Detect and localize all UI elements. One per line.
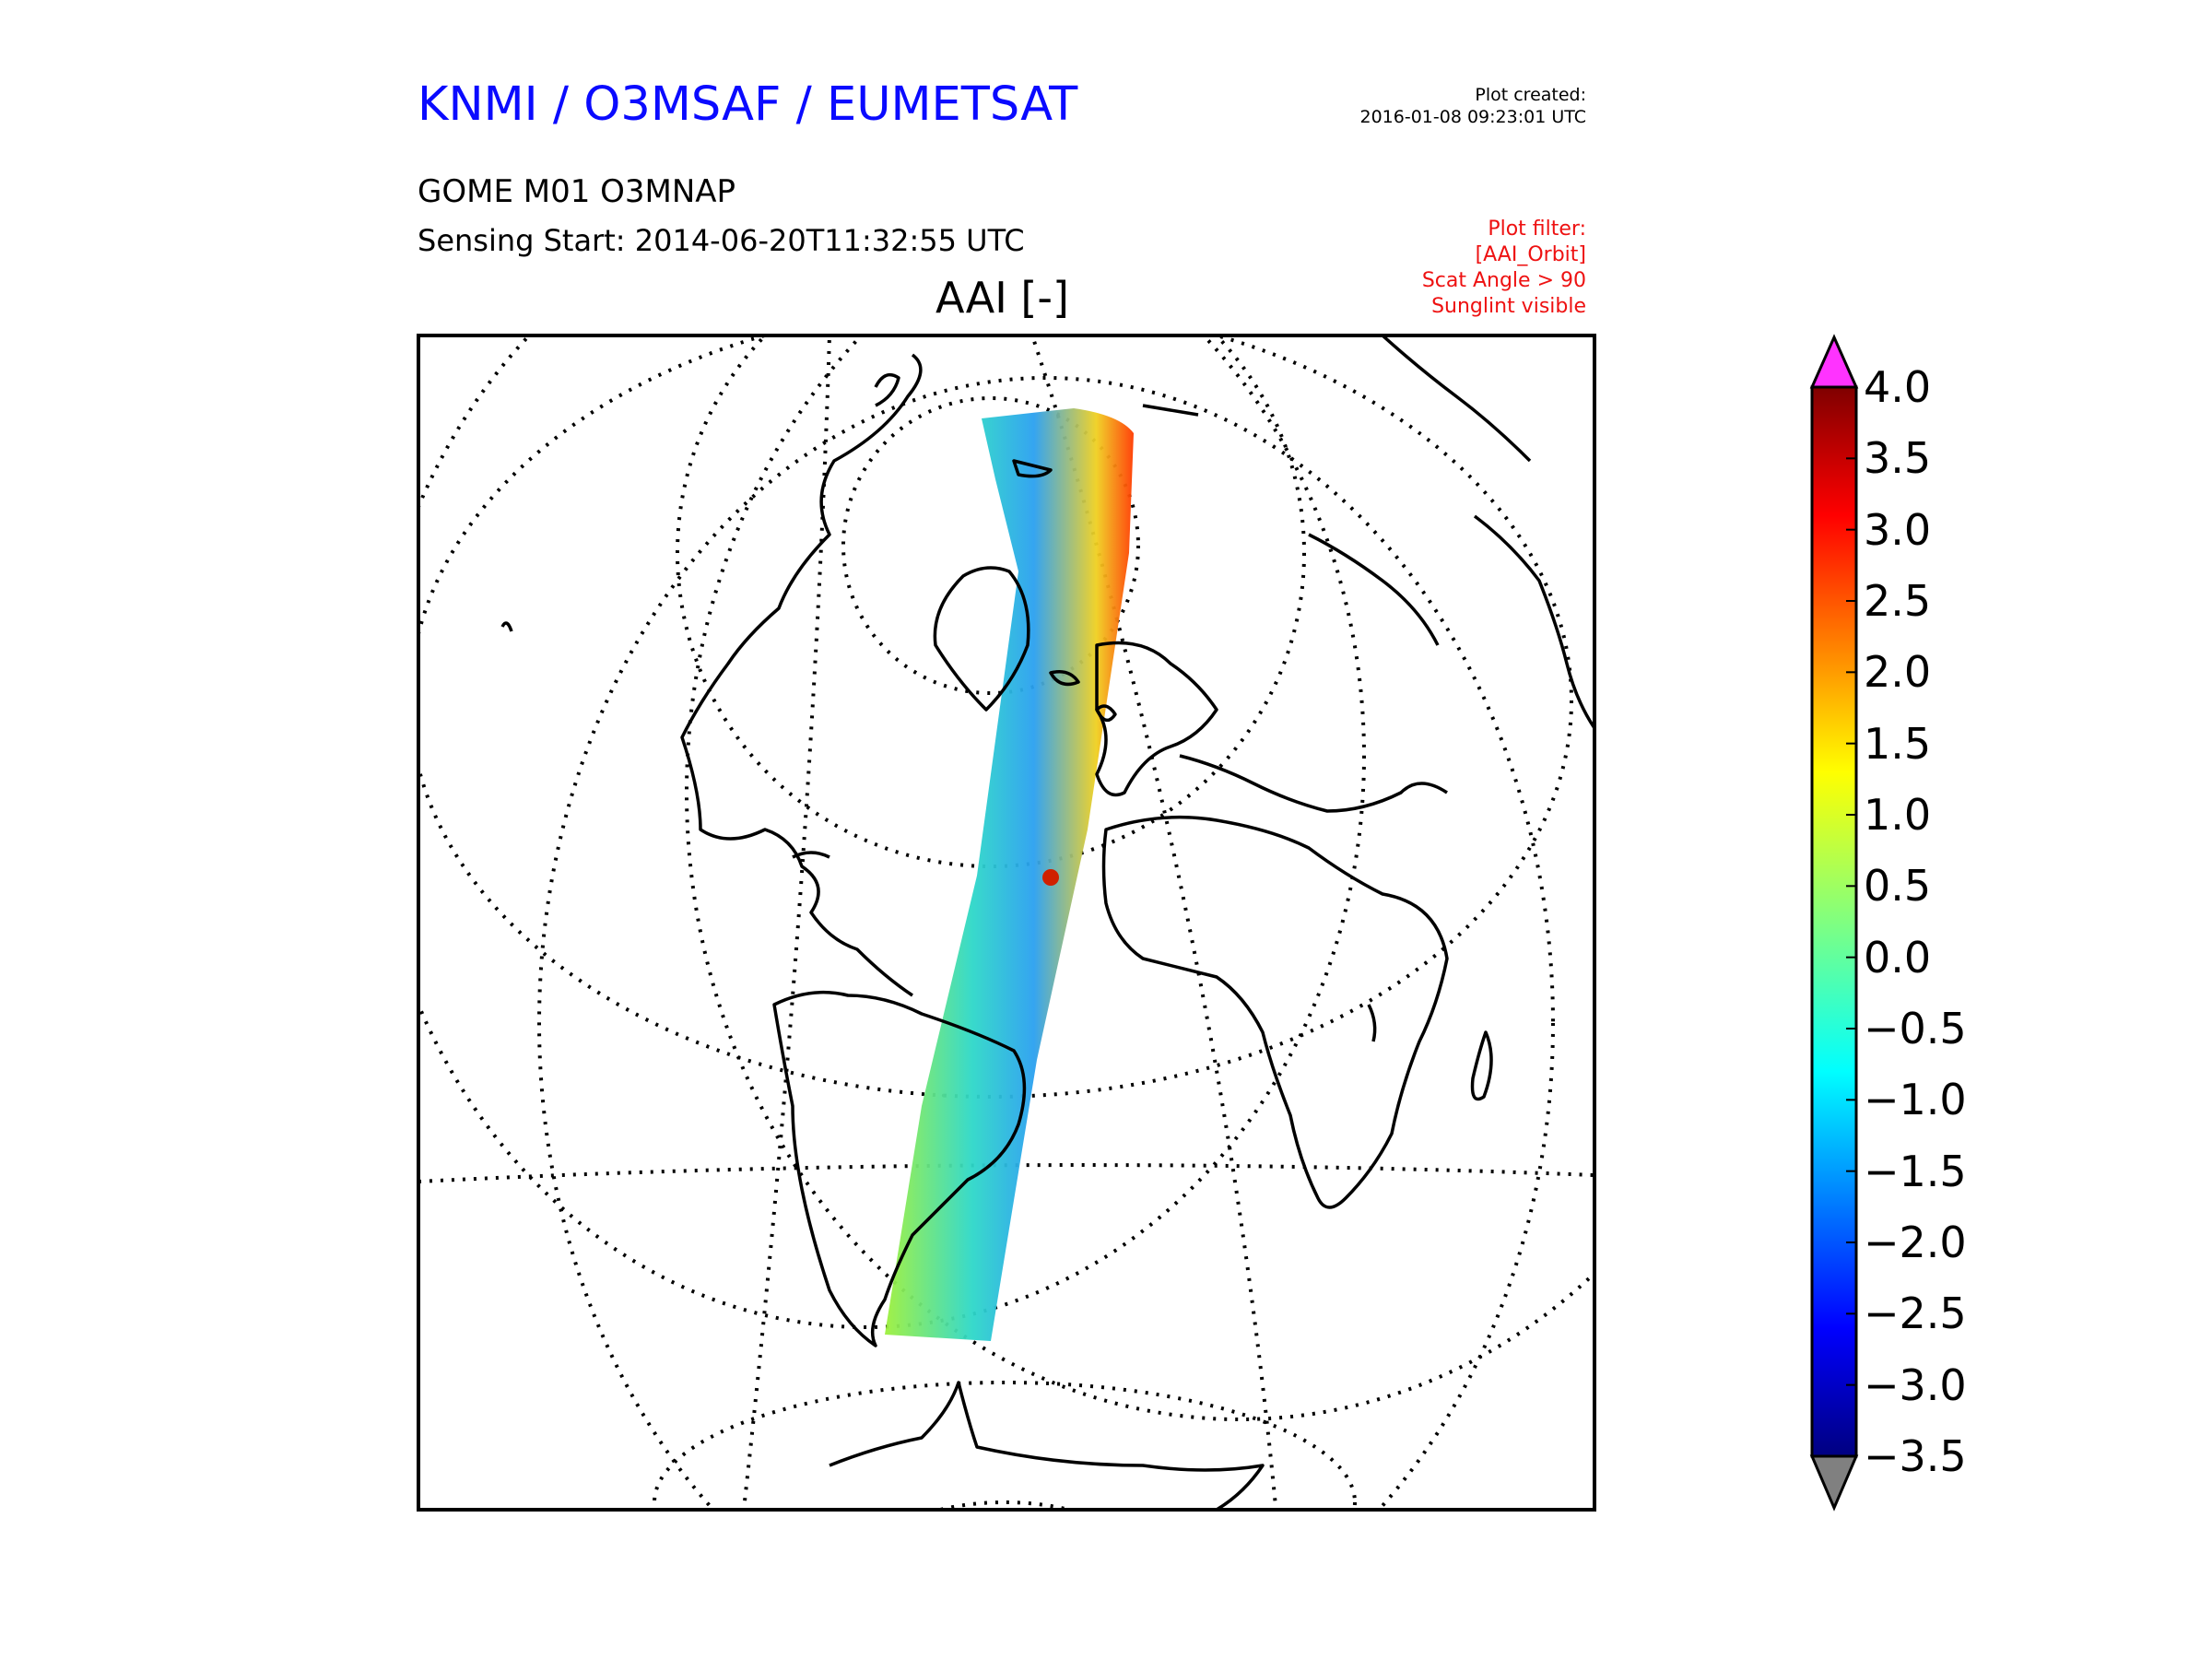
aai-hotspot xyxy=(1042,869,1059,886)
colorbar-tick-label: −2.5 xyxy=(1864,1288,1967,1339)
colorbar-tick-label: −3.5 xyxy=(1864,1431,1967,1481)
plot-filter-title: Plot filter: xyxy=(1488,218,1586,241)
colorbar-tick-label: 0.5 xyxy=(1864,861,1932,912)
sensing-start: Sensing Start: 2014-06-20T11:32:55 UTC xyxy=(418,223,1025,258)
colorbar-tick-label: 2.0 xyxy=(1864,647,1932,698)
colorbar-tick-label: −1.5 xyxy=(1864,1146,1967,1196)
colorbar-tick-label: 4.0 xyxy=(1864,362,1932,412)
plot-filter-sunglint: Sunglint visible xyxy=(1431,295,1586,318)
colorbar xyxy=(1809,334,1859,1512)
colorbar-tick-label: 3.5 xyxy=(1864,433,1932,484)
colorbar-over-triangle xyxy=(1809,334,1859,389)
colorbar-tick-label: −1.0 xyxy=(1864,1075,1967,1125)
plot-created-value: 2016-01-08 09:23:01 UTC xyxy=(1359,107,1587,127)
plot-filter-scat-angle: Scat Angle > 90 xyxy=(1421,269,1586,292)
colorbar-tick-label: 1.5 xyxy=(1864,718,1932,769)
plot-created-label: Plot created: xyxy=(1475,85,1586,105)
graticule xyxy=(418,335,1594,1510)
colorbar-tick-label: 2.5 xyxy=(1864,576,1932,626)
aai-swath xyxy=(885,408,1134,1341)
product-name: GOME M01 O3MNAP xyxy=(418,173,736,210)
colorbar-under-triangle xyxy=(1809,1454,1859,1512)
plot-filter-orbit: [AAI_Orbit] xyxy=(1475,243,1586,266)
colorbar-tick-label: −0.5 xyxy=(1864,1004,1967,1053)
coastlines xyxy=(500,335,1594,1510)
colorbar-tick-label: −3.0 xyxy=(1864,1359,1967,1410)
map-area xyxy=(418,335,1594,1510)
colorbar-tick-label: 3.0 xyxy=(1864,504,1932,555)
colorbar-tick-label: −2.0 xyxy=(1864,1218,1967,1267)
colorbar-bar xyxy=(1810,385,1858,1458)
colorbar-tick-label: 0.0 xyxy=(1864,932,1932,982)
org-title: KNMI / O3MSAF / EUMETSAT xyxy=(418,77,1078,132)
map-frame xyxy=(417,334,1596,1512)
colorbar-tick-label: 1.0 xyxy=(1864,790,1932,840)
map-title: AAI [-] xyxy=(935,273,1069,323)
